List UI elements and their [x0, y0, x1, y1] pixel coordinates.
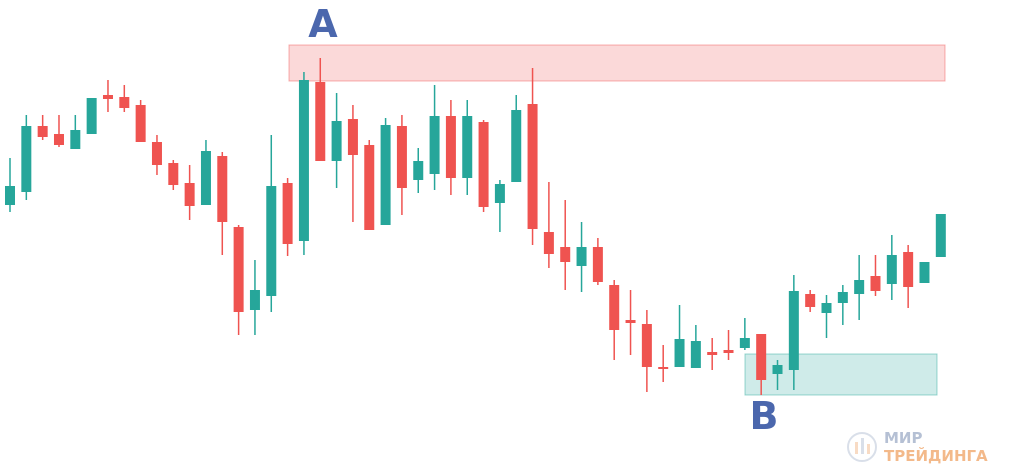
candle-body	[462, 116, 473, 178]
candle-body	[641, 324, 652, 367]
candle-body	[331, 121, 342, 161]
candle-body	[690, 341, 701, 368]
candle-body	[445, 116, 456, 178]
candle-body	[772, 365, 783, 374]
zone	[744, 353, 938, 396]
candle-body	[413, 161, 424, 180]
candle-body	[396, 126, 407, 188]
candle-body	[560, 247, 571, 262]
candle-body	[151, 142, 162, 165]
candle-body	[86, 98, 97, 134]
candle-body	[217, 156, 228, 222]
candle-body	[625, 320, 636, 323]
candle-body	[739, 338, 750, 348]
candle-body	[168, 163, 179, 185]
candle-body	[347, 119, 358, 155]
candle-body	[233, 227, 244, 312]
candle-body	[805, 294, 816, 307]
candle-body	[429, 116, 440, 174]
watermark-text: МИР	[884, 429, 922, 447]
candle-body	[511, 110, 522, 182]
candle-body	[723, 350, 734, 353]
candle-body	[184, 183, 195, 206]
candle-body	[135, 105, 146, 142]
candle-body	[478, 122, 489, 207]
candle-body	[70, 130, 81, 149]
zone-label: A	[308, 2, 338, 46]
candle-body	[886, 255, 897, 284]
candle-body	[788, 291, 799, 370]
candle-body	[119, 97, 130, 108]
candle-body	[821, 303, 832, 313]
candle-body	[935, 214, 946, 257]
candle-body	[854, 280, 865, 294]
candle-body	[543, 232, 554, 254]
candle-body	[282, 183, 293, 244]
candle-body	[102, 95, 113, 99]
candle-body	[707, 352, 718, 355]
candle-body	[494, 184, 505, 203]
candle-body	[527, 104, 538, 229]
candle-body	[592, 247, 603, 282]
candle-body	[674, 339, 685, 367]
candle-body	[315, 82, 326, 161]
candle-body	[53, 134, 64, 145]
candle-body	[919, 262, 930, 283]
candle-body	[200, 151, 211, 205]
candle-body	[756, 334, 767, 380]
candle-body	[37, 126, 48, 137]
watermark-text: ТРЕЙДИНГА	[884, 446, 988, 465]
candle-body	[658, 367, 669, 369]
candle-body	[576, 247, 587, 266]
candle-body	[364, 145, 375, 230]
candle-body	[609, 285, 620, 330]
zone-label: B	[750, 394, 779, 438]
candle-body	[298, 80, 309, 241]
zone	[288, 44, 946, 82]
candle-body	[380, 125, 391, 225]
watermark-icon	[847, 432, 877, 462]
candle-body	[870, 276, 881, 291]
candle-body	[249, 290, 260, 310]
candle-body	[266, 186, 277, 296]
candle-body	[21, 126, 32, 192]
candle-body	[5, 186, 15, 205]
candle-body	[903, 252, 914, 287]
candle-body	[837, 292, 848, 303]
